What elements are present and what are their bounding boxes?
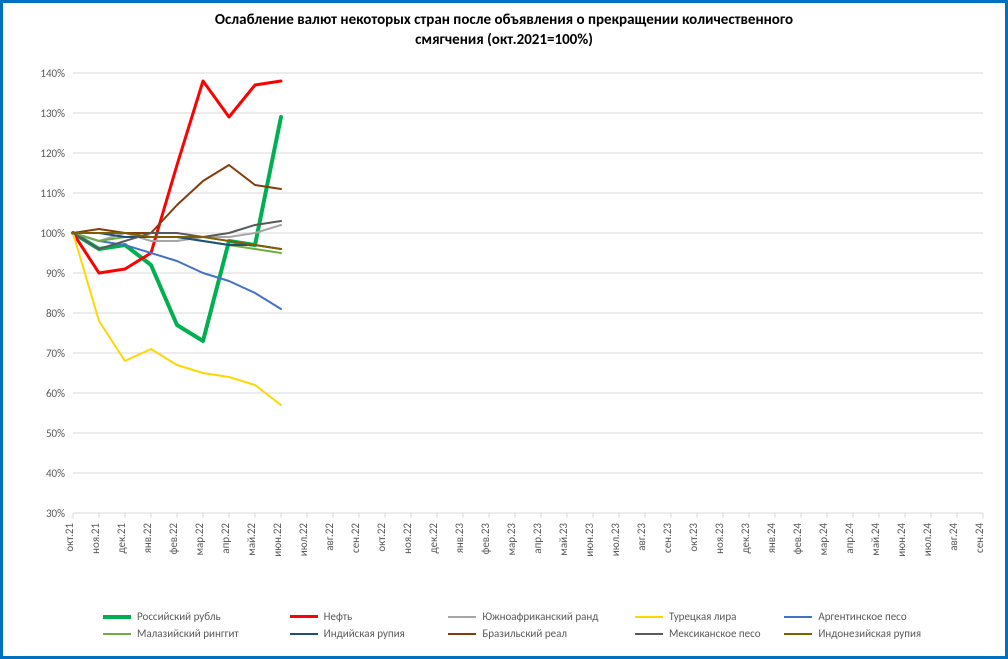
y-tick-label: 80% xyxy=(46,307,65,320)
legend-label: Аргентинское песо xyxy=(818,610,906,623)
legend-item: Мексиканское песо xyxy=(635,627,784,640)
x-tick-label: дек.23 xyxy=(739,523,752,554)
x-tick-label: июн.24 xyxy=(895,523,908,557)
legend-item: Турецкая лира xyxy=(635,610,784,623)
x-tick-label: мар.24 xyxy=(817,523,830,556)
x-tick-label: сен.22 xyxy=(349,523,362,553)
title-line-1: Ослабление валют некоторых стран после о… xyxy=(215,11,793,29)
legend-item: Южноафриканский ранд xyxy=(448,610,635,623)
legend-label: Индонезийская рупия xyxy=(818,627,921,640)
chart-area: 30% 40% 50% 60% 70% 80% 90% 100% 110% 120% 130% 140… xyxy=(3,63,1008,603)
x-tick-label: янв.23 xyxy=(453,523,466,554)
x-tick-label: апр.22 xyxy=(219,523,232,554)
x-tick-label: май.24 xyxy=(869,523,882,556)
legend-swatch xyxy=(448,633,476,635)
x-tick-label: авг.24 xyxy=(947,523,960,551)
y-tick-label: 40% xyxy=(46,467,65,480)
x-tick-label: апр.23 xyxy=(531,523,544,554)
legend-label: Российский рубль xyxy=(137,610,221,623)
x-tick-label: окт.21 xyxy=(63,523,76,552)
x-tick-label: дек.22 xyxy=(427,523,440,554)
x-tick-label: апр.24 xyxy=(843,523,856,554)
x-tick-label: сен.23 xyxy=(661,523,674,553)
x-tick-label: июн.22 xyxy=(271,523,284,557)
y-tick-label: 60% xyxy=(46,387,65,400)
legend-swatch xyxy=(103,633,131,635)
x-tick-label: янв.24 xyxy=(765,523,778,554)
x-tick-label: фев.24 xyxy=(791,523,804,555)
legend-swatch xyxy=(635,633,663,635)
y-tick-label: 70% xyxy=(46,347,65,360)
y-tick-label: 120% xyxy=(40,147,65,160)
legend-item: Аргентинское песо xyxy=(784,610,943,623)
title-line-2: смягчения (окт.2021=100%) xyxy=(415,31,593,49)
legend-item: Бразильский реал xyxy=(448,627,635,640)
legend-swatch xyxy=(448,616,476,618)
legend-swatch xyxy=(784,633,812,635)
y-tick-label: 50% xyxy=(46,427,65,440)
x-tick-label: ноя.23 xyxy=(713,523,726,554)
y-tick-label: 100% xyxy=(40,227,65,240)
legend: Российский рубль Нефть Южноафриканский ран… xyxy=(103,610,943,644)
legend-item: Российский рубль xyxy=(103,610,290,623)
x-tick-label: сен.24 xyxy=(973,523,986,553)
legend-item: Индийская рупия xyxy=(290,627,449,640)
x-tick-label: мар.23 xyxy=(505,523,518,556)
legend-label: Индийская рупия xyxy=(324,627,405,640)
y-tick-label: 90% xyxy=(46,267,65,280)
x-tick-label: янв.22 xyxy=(141,523,154,554)
legend-label: Нефть xyxy=(324,610,352,623)
x-tick-label: мар.22 xyxy=(193,523,206,556)
legend-row: Российский рубль Нефть Южноафриканский ран… xyxy=(103,610,943,623)
x-tick-label: фев.23 xyxy=(479,523,492,555)
chart-title: Ослабление валют некоторых стран после о… xyxy=(3,3,1005,50)
chart-frame: Ослабление валют некоторых стран после о… xyxy=(0,0,1008,659)
y-tick-label: 30% xyxy=(46,507,65,520)
x-tick-label: июл.24 xyxy=(921,523,934,557)
x-tick-label: июл.22 xyxy=(297,523,310,557)
legend-item: Нефть xyxy=(290,610,449,623)
legend-swatch xyxy=(290,633,318,635)
series-line xyxy=(73,233,281,405)
legend-label: Турецкая лира xyxy=(669,610,736,623)
legend-label: Южноафриканский ранд xyxy=(482,610,598,623)
x-tick-label: май.23 xyxy=(557,523,570,556)
x-tick-label: июл.23 xyxy=(609,523,622,557)
x-tick-label: окт.22 xyxy=(375,523,388,552)
series-line xyxy=(73,165,281,233)
legend-item: Малазийский ринггит xyxy=(103,627,290,640)
x-tick-label: ноя.21 xyxy=(89,523,102,554)
legend-label: Малазийский ринггит xyxy=(137,627,239,640)
legend-swatch xyxy=(290,615,318,618)
x-tick-label: ноя.22 xyxy=(401,523,414,554)
x-tick-label: окт.23 xyxy=(687,523,700,552)
legend-swatch xyxy=(635,616,663,618)
legend-swatch xyxy=(103,615,131,619)
chart-svg: 30% 40% 50% 60% 70% 80% 90% 100% 110% 120% 130% 140… xyxy=(3,63,1008,563)
legend-item: Индонезийская рупия xyxy=(784,627,943,640)
x-tick-label: авг.22 xyxy=(323,523,336,551)
x-tick-label: июн.23 xyxy=(583,523,596,557)
y-tick-label: 110% xyxy=(40,187,65,200)
y-tick-label: 130% xyxy=(40,107,65,120)
x-tick-label: авг.23 xyxy=(635,523,648,551)
legend-swatch xyxy=(784,616,812,618)
x-tick-label: май.22 xyxy=(245,523,258,556)
y-tick-label: 140% xyxy=(40,67,65,80)
legend-label: Мексиканское песо xyxy=(669,627,761,640)
legend-row: Малазийский ринггит Индийская рупия Бразил… xyxy=(103,627,943,640)
x-tick-label: дек.21 xyxy=(115,523,128,554)
legend-label: Бразильский реал xyxy=(482,627,567,640)
x-tick-label: фев.22 xyxy=(167,523,180,555)
